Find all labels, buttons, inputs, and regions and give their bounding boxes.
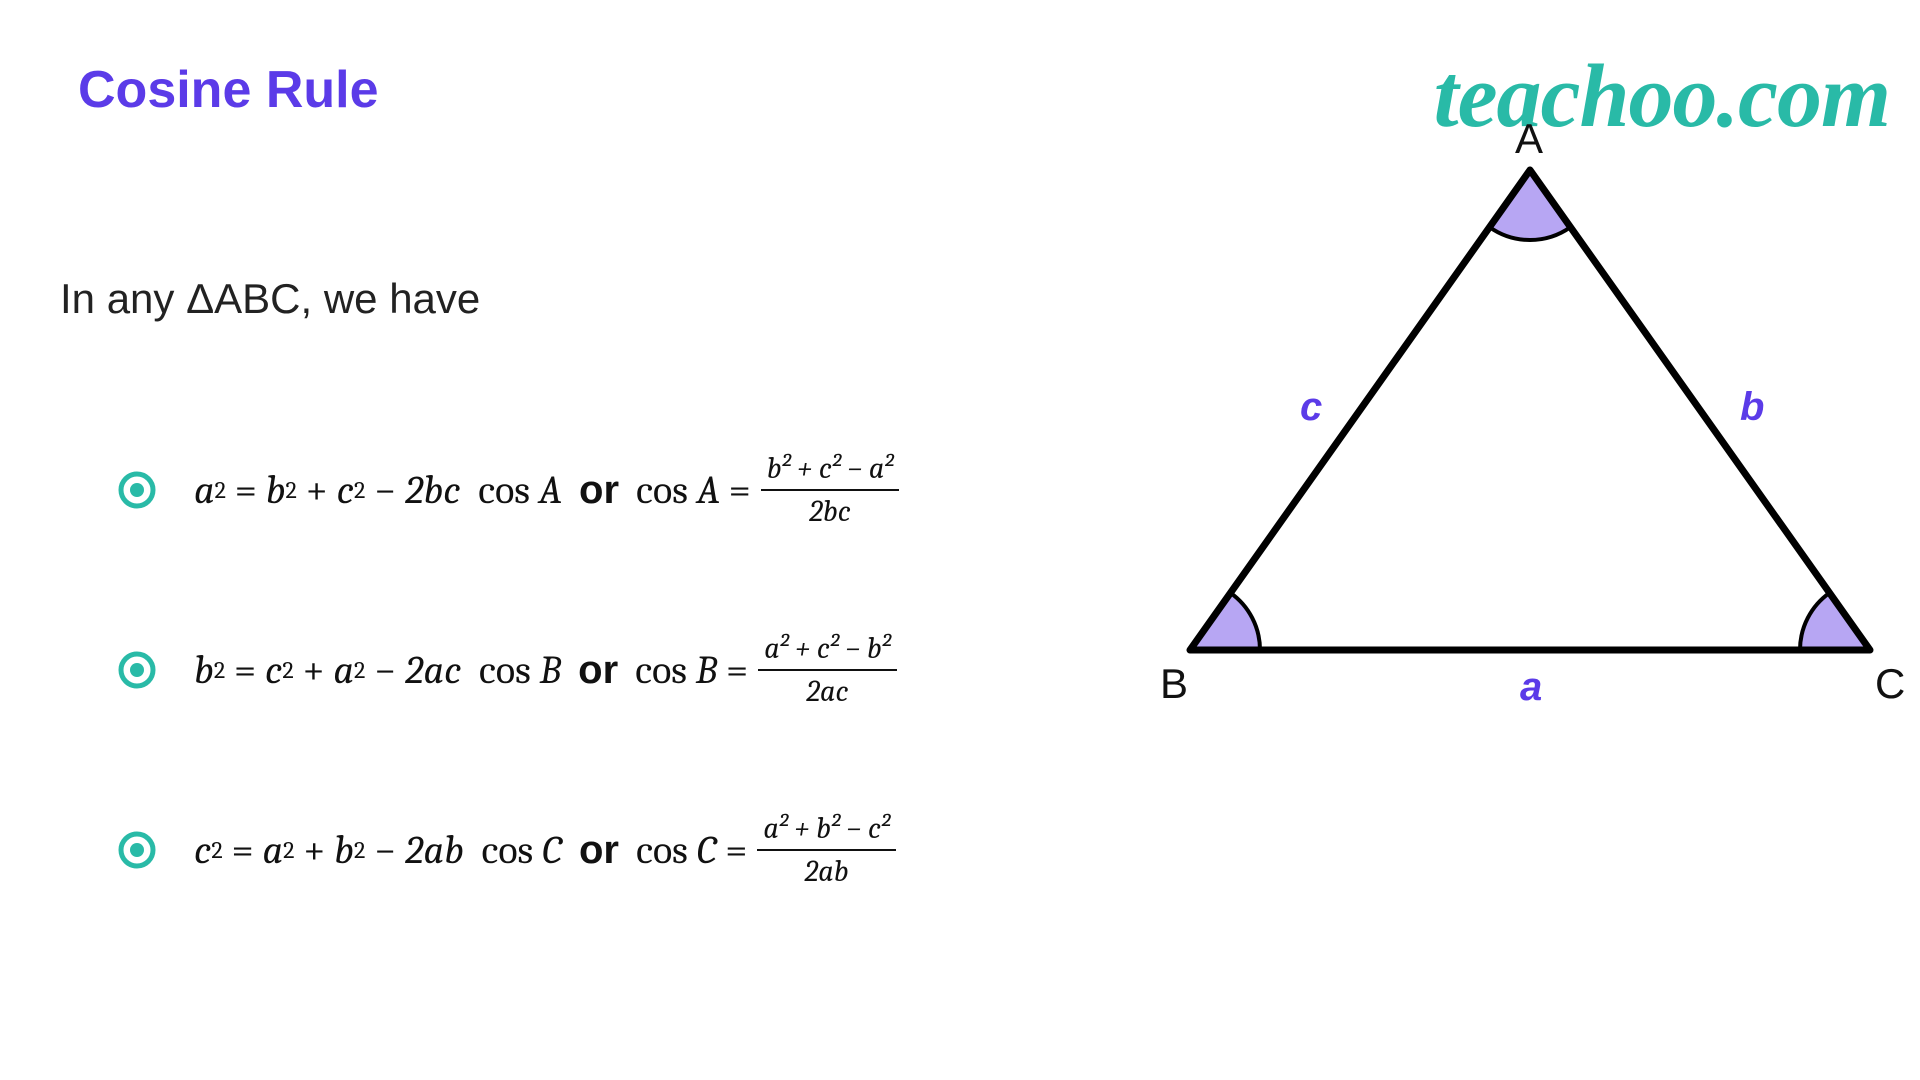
vertex-label-b: B	[1160, 660, 1188, 708]
vertex-label-a: A	[1515, 115, 1543, 163]
formula-list: a2 = b2 + c2 − 2bc cos A or cos A = b² +…	[118, 400, 1168, 940]
page-title: Cosine Rule	[78, 60, 379, 120]
side-label-a: a	[1520, 665, 1542, 710]
side-label-c: c	[1300, 385, 1322, 430]
formula-c: c2 = a2 + b2 − 2ab cos C or cos C = a² +…	[194, 812, 896, 888]
triangle-diagram: A B C a b c	[1160, 140, 1900, 720]
formula-b: b2 = c2 + a2 − 2ac cos B or cos B = a² +…	[194, 632, 897, 708]
bullet-icon	[118, 831, 156, 869]
intro-text: In any ΔABC, we have	[60, 275, 480, 323]
bullet-icon	[118, 471, 156, 509]
formula-row: b2 = c2 + a2 − 2ac cos B or cos B = a² +…	[118, 580, 1168, 760]
side-label-b: b	[1740, 385, 1764, 430]
vertex-label-c: C	[1875, 660, 1905, 708]
formula-a: a2 = b2 + c2 − 2bc cos A or cos A = b² +…	[194, 452, 899, 528]
formula-row: a2 = b2 + c2 − 2bc cos A or cos A = b² +…	[118, 400, 1168, 580]
bullet-icon	[118, 651, 156, 689]
formula-row: c2 = a2 + b2 − 2ab cos C or cos C = a² +…	[118, 760, 1168, 940]
brand-logo: teachoo.com	[1434, 45, 1890, 148]
